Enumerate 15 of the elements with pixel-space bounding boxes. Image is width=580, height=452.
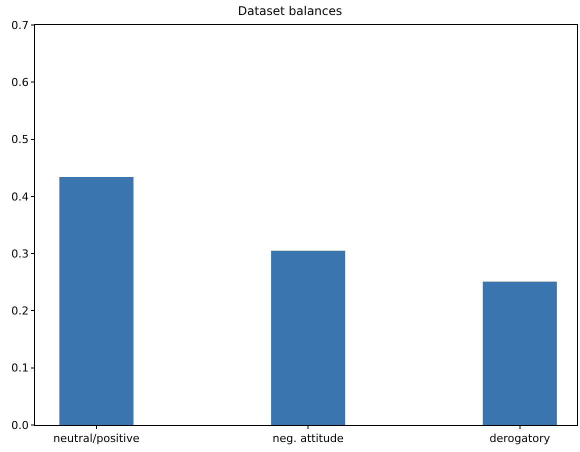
chart-title: Dataset balances bbox=[238, 4, 342, 18]
x-tick-label: neutral/positive bbox=[53, 432, 140, 446]
x-tick-label: derogatory bbox=[490, 432, 551, 446]
y-tick-label: 0.1 bbox=[11, 362, 29, 375]
y-tick-label: 0.7 bbox=[11, 18, 29, 32]
y-tick-label: 0.3 bbox=[11, 247, 29, 260]
y-tick-label: 0.6 bbox=[11, 76, 29, 89]
y-tick-label: 0.5 bbox=[11, 133, 29, 146]
bar bbox=[59, 177, 134, 425]
bar bbox=[482, 282, 557, 425]
x-tick-label: neg. attitude bbox=[272, 432, 344, 446]
y-tick-label: 0.4 bbox=[11, 190, 29, 204]
bar bbox=[271, 250, 346, 425]
y-tick-label: 0.2 bbox=[11, 304, 29, 318]
y-tick-label: 0.0 bbox=[11, 418, 29, 432]
